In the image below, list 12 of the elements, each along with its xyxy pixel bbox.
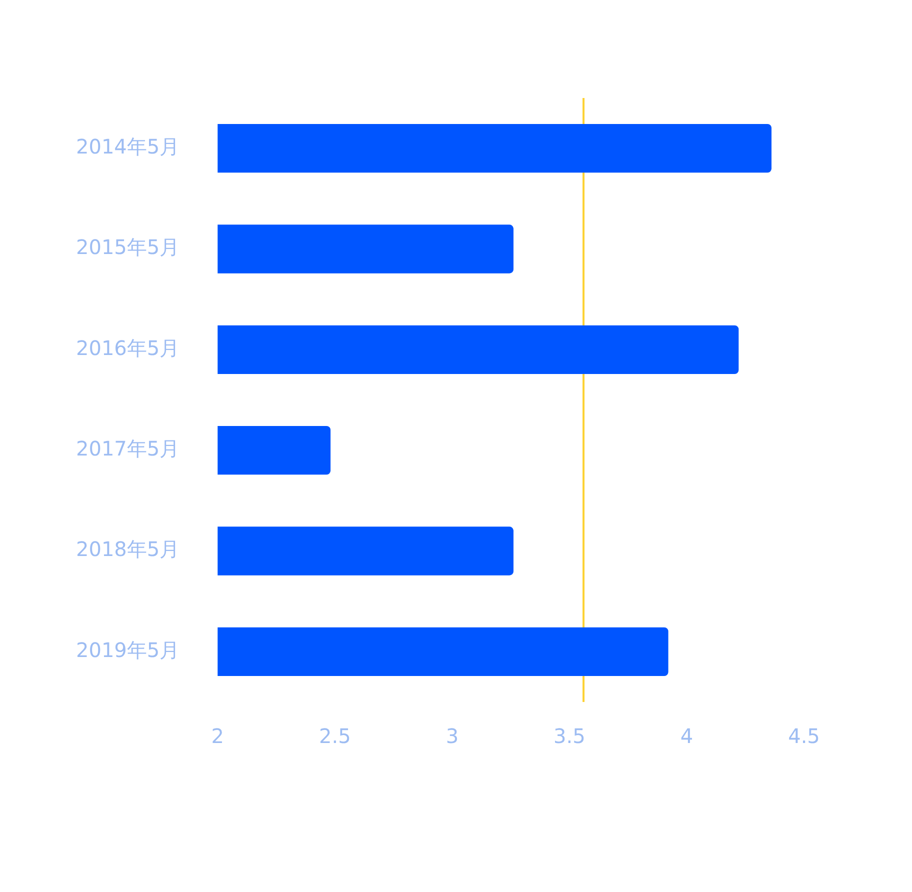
x-tick-label: 4 xyxy=(680,724,694,748)
y-tick-label: 2014年5月 xyxy=(76,134,180,159)
y-tick-label: 2016年5月 xyxy=(76,336,180,360)
y-tick-label: 2015年5月 xyxy=(76,235,180,260)
y-tick-label: 2018年5月 xyxy=(76,537,180,562)
x-tick-label: 2.5 xyxy=(318,724,351,748)
y-tick-label: 2019年5月 xyxy=(76,638,180,662)
x-tick-label: 2 xyxy=(211,724,224,748)
x-tick-label: 3 xyxy=(446,724,459,748)
y-tick-label: 2017年5月 xyxy=(76,436,180,461)
x-tick-label: 3.5 xyxy=(554,724,586,748)
x-tick-label: 4.5 xyxy=(788,724,820,748)
